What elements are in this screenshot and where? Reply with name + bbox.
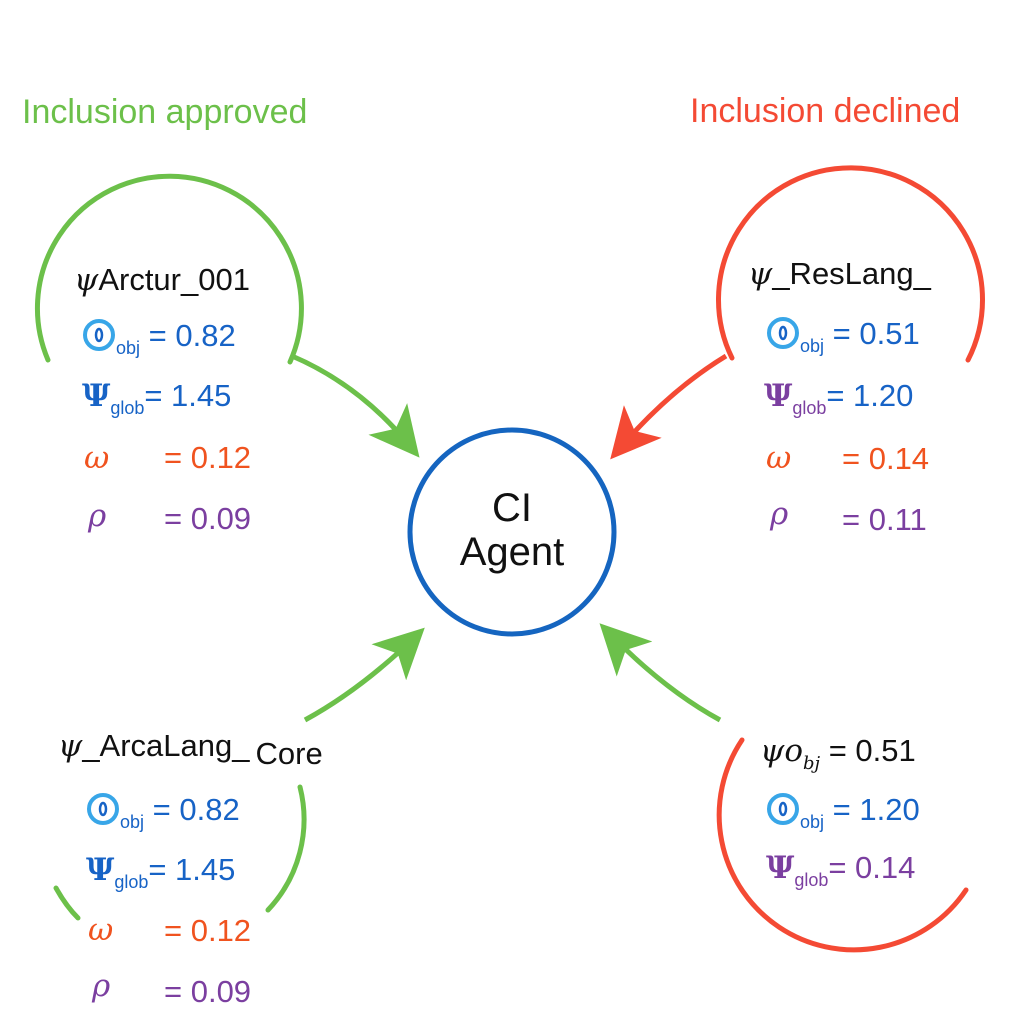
- o-icon: [767, 793, 799, 825]
- param-obj: obj = 0.82: [86, 792, 240, 831]
- rho-icon: ρ: [770, 496, 789, 532]
- declined-arrow-top-right: [610, 353, 728, 460]
- node-title: _ArcaLang_: [82, 728, 250, 763]
- approved-arrow-bottom-left: [303, 627, 425, 723]
- param-rho-value: = 0.11: [842, 502, 927, 537]
- capital-psi-icon: Ψ: [766, 850, 795, 886]
- param-glob: Ψglob= 1.20: [764, 378, 914, 417]
- param-sub: glob: [110, 398, 145, 418]
- param-obj: obj = 0.82: [82, 318, 236, 357]
- heading-inclusion-approved: Inclusion approved: [22, 93, 308, 131]
- param-sub: obj: [116, 338, 141, 358]
- node-name: ψArctur_001: [74, 264, 250, 296]
- node-title: _ResLang_: [772, 256, 931, 291]
- param-sub: obj: [120, 812, 145, 832]
- param-value: = 1.45: [148, 852, 236, 887]
- declined-arc-top-right: [716, 165, 985, 363]
- param-sub: glob: [794, 870, 829, 890]
- param-sub: obj: [800, 336, 825, 356]
- param-value: = 0.82: [148, 318, 236, 353]
- param-value: = 0.51: [832, 316, 920, 351]
- param-value: = 0.82: [152, 792, 240, 827]
- param-value: = 1.20: [826, 378, 914, 413]
- param-glob: Ψglob= 1.45: [86, 852, 236, 891]
- param-value: = 1.20: [832, 792, 920, 827]
- omega-icon: ω: [84, 440, 110, 476]
- o-icon: [83, 319, 115, 351]
- o-subscript: bj: [802, 753, 821, 774]
- rho-icon: ρ: [92, 968, 111, 1004]
- approved-arrow-bottom-right: [599, 623, 722, 723]
- param-rho: ρ: [92, 970, 110, 1002]
- ci-agent-circle: [407, 427, 617, 637]
- param-omega-value: = 0.14: [842, 441, 930, 476]
- node-name: ψobj = 0.51: [760, 733, 916, 773]
- approved-arc-bottom-left-tail: [53, 885, 81, 921]
- psi-symbol: ψ: [58, 728, 83, 764]
- rho-icon: ρ: [88, 498, 107, 534]
- o-icon: [767, 317, 799, 349]
- ci-agent-label: CI Agent: [402, 488, 622, 572]
- psi-symbol: ψ: [760, 733, 785, 769]
- approved-arrow-top-left: [291, 353, 420, 458]
- param-omega: ω: [766, 442, 791, 474]
- param-value: = 1.45: [144, 378, 232, 413]
- psi-symbol: ψ: [74, 262, 99, 298]
- param-glob: Ψglob= 0.14: [766, 850, 916, 889]
- param-omega: ω: [88, 914, 113, 946]
- param-value: = 0.14: [828, 850, 916, 885]
- node-name: ψ_ResLang_: [748, 258, 931, 290]
- psi-symbol: ψ: [748, 256, 773, 292]
- param-rho: ρ: [770, 498, 788, 530]
- omega-icon: ω: [766, 440, 792, 476]
- param-sub: glob: [792, 398, 827, 418]
- heading-inclusion-declined: Inclusion declined: [690, 92, 961, 130]
- ci-agent-line2: Agent: [459, 530, 565, 574]
- param-rho-value: = 0.09: [164, 974, 252, 1009]
- param-omega: ω: [84, 442, 109, 474]
- param-sub: glob: [114, 872, 149, 892]
- o-icon: [87, 793, 119, 825]
- node-name: ψ_ArcaLang_ Core: [58, 728, 323, 769]
- param-obj: obj = 0.51: [766, 316, 920, 355]
- approved-arc-bottom-left: [265, 784, 307, 913]
- param-sub: obj: [800, 812, 825, 832]
- node-title-tail: Core: [255, 736, 323, 771]
- omega-icon: ω: [88, 912, 114, 948]
- approved-arc-top-left: [34, 173, 304, 365]
- o-symbol: o: [784, 733, 803, 769]
- declined-arc-bottom-right: [716, 737, 969, 953]
- capital-psi-icon: Ψ: [82, 378, 111, 414]
- capital-psi-icon: Ψ: [764, 378, 793, 414]
- param-omega-value: = 0.12: [164, 913, 252, 948]
- node-title: Arctur_001: [98, 262, 250, 297]
- param-rho: ρ: [88, 500, 106, 532]
- param-obj: obj = 1.20: [766, 792, 920, 831]
- param-omega-value: = 0.12: [164, 440, 252, 475]
- node-value: = 0.51: [828, 733, 916, 768]
- ci-agent-line1: CI: [492, 486, 532, 530]
- capital-psi-icon: Ψ: [86, 852, 115, 888]
- param-glob: Ψglob= 1.45: [82, 378, 232, 417]
- param-rho-value: = 0.09: [164, 501, 252, 536]
